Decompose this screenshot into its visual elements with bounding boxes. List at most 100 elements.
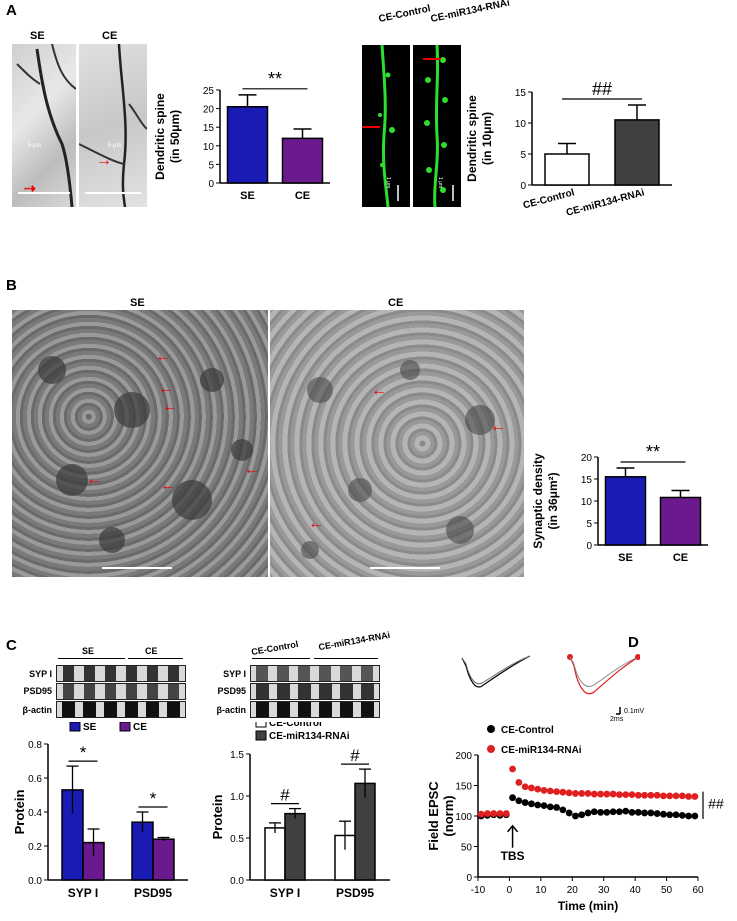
data-point bbox=[546, 803, 554, 811]
data-point bbox=[477, 810, 485, 818]
fluor-rnai-label: CE-miR134-RNAi bbox=[429, 0, 511, 26]
y-tick-label: 0.5 bbox=[230, 834, 244, 845]
data-point bbox=[484, 810, 491, 817]
data-point bbox=[685, 812, 692, 820]
data-point bbox=[534, 785, 542, 793]
legend-label: CE-miR134-RNAi bbox=[501, 745, 582, 756]
y-tick-label: 150 bbox=[455, 782, 472, 793]
panel-label-c: C bbox=[6, 637, 17, 654]
data-point bbox=[590, 808, 598, 816]
golgi-ce-label: CE bbox=[102, 30, 118, 42]
y-tick-label: 15 bbox=[515, 88, 527, 99]
x-tick-label: 60 bbox=[692, 885, 704, 896]
data-point bbox=[634, 808, 642, 816]
data-point bbox=[634, 791, 642, 799]
legend-swatch bbox=[69, 722, 81, 732]
x-tick-label: 30 bbox=[598, 885, 610, 896]
y-axis-label-unit: (in 10μm) bbox=[480, 112, 494, 165]
bar bbox=[659, 496, 702, 546]
bar bbox=[544, 153, 590, 186]
y-tick-label: 15 bbox=[581, 475, 593, 486]
bar bbox=[354, 782, 376, 881]
chart-c2-protein: 0.0 0.5 1.0 1.5 # SYP I # PSD95 CE-Control CE-miR… bbox=[210, 722, 390, 900]
legend-label: CE bbox=[133, 722, 147, 733]
epsc-scale-time: 2ms bbox=[610, 716, 624, 723]
blot2-group-control: CE-Control bbox=[250, 638, 300, 658]
data-point bbox=[584, 790, 592, 797]
y-tick-label: 0.2 bbox=[28, 842, 42, 853]
legend-swatch bbox=[119, 722, 131, 732]
data-point bbox=[553, 804, 560, 811]
legend-swatch bbox=[255, 730, 267, 741]
y-axis-label: Protein bbox=[12, 790, 27, 835]
category-label: SE bbox=[240, 190, 255, 202]
data-point bbox=[641, 791, 648, 799]
data-point bbox=[559, 806, 567, 814]
data-point bbox=[647, 809, 655, 817]
x-tick-label: 40 bbox=[630, 885, 642, 896]
data-point bbox=[609, 790, 617, 798]
blot2-actin-band bbox=[250, 701, 380, 718]
data-point bbox=[584, 809, 592, 817]
data-point bbox=[666, 811, 674, 819]
em-ce-label: CE bbox=[388, 297, 404, 309]
data-point bbox=[515, 779, 523, 786]
golgi-image-se bbox=[12, 44, 76, 207]
blot2-group-rnai: CE-miR134-RNAi bbox=[317, 629, 391, 653]
data-point bbox=[603, 790, 611, 798]
data-point bbox=[691, 793, 699, 800]
y-axis-label: Dendritic spine bbox=[465, 95, 479, 182]
bar bbox=[152, 838, 175, 881]
arrow-icon: ← bbox=[162, 398, 178, 415]
x-tick-label: 50 bbox=[661, 885, 673, 896]
category-label: CE bbox=[673, 552, 688, 564]
data-point bbox=[528, 800, 535, 808]
blot2-row-syp: SYP I bbox=[223, 669, 246, 679]
y-tick-label: 0.8 bbox=[28, 740, 42, 751]
blot1-group-ce: CE bbox=[145, 646, 158, 656]
y-tick-label: 10 bbox=[581, 497, 593, 508]
arrow-icon: ← bbox=[490, 418, 506, 435]
y-axis-label-unit: (in 50μm) bbox=[168, 110, 182, 163]
arrow-icon: ← bbox=[308, 515, 324, 532]
chart-c1-protein: 0.0 0.2 0.4 0.6 0.8 * SYP I * PSD95 SE CE Protein bbox=[12, 722, 188, 900]
y-tick-label: 0.4 bbox=[28, 808, 42, 819]
category-label: PSD95 bbox=[134, 886, 172, 900]
data-point bbox=[534, 801, 542, 809]
y-tick-label: 0 bbox=[208, 179, 214, 190]
significance-marker: ## bbox=[708, 796, 724, 812]
x-tick-label: 0 bbox=[507, 885, 513, 896]
y-tick-label: 5 bbox=[586, 519, 592, 530]
fluor-image-rnai bbox=[413, 45, 461, 207]
legend-label: CE-Control bbox=[269, 722, 322, 729]
data-point bbox=[647, 791, 655, 799]
fluor-image-control bbox=[362, 45, 410, 207]
y-axis-label: Dendritic spine bbox=[153, 93, 167, 180]
data-point bbox=[490, 810, 498, 817]
bar bbox=[281, 137, 324, 184]
data-point bbox=[685, 793, 692, 800]
x-tick-label: 10 bbox=[535, 885, 547, 896]
bar bbox=[604, 476, 647, 546]
legend-marker bbox=[487, 725, 495, 733]
arrow-icon: ← bbox=[160, 477, 176, 494]
significance-marker: * bbox=[80, 743, 87, 762]
chart-a1-spine-density: 0 5 10 15 20 25 SE CE ** Dendritic spine (in 50μm) bbox=[153, 69, 330, 202]
em-image-se bbox=[12, 310, 268, 577]
blot2-psd-band bbox=[250, 683, 380, 700]
epsc-traces bbox=[461, 654, 640, 715]
y-axis-label: Protein bbox=[210, 795, 225, 840]
x-tick-label: 20 bbox=[567, 885, 579, 896]
y-tick-label: 0 bbox=[520, 181, 526, 192]
data-point bbox=[597, 808, 604, 816]
blot1-group-line bbox=[58, 658, 125, 659]
x-axis-label: Time (min) bbox=[558, 899, 618, 913]
blot2-row-psd: PSD95 bbox=[217, 686, 246, 696]
data-point bbox=[578, 790, 586, 797]
bar bbox=[264, 827, 286, 881]
y-tick-label: 1.0 bbox=[230, 792, 244, 803]
fluor-scale-control: 1 μm bbox=[385, 177, 391, 189]
significance-marker: * bbox=[150, 789, 157, 808]
y-axis-label: Field EPSC bbox=[426, 781, 441, 851]
data-point bbox=[628, 808, 636, 816]
